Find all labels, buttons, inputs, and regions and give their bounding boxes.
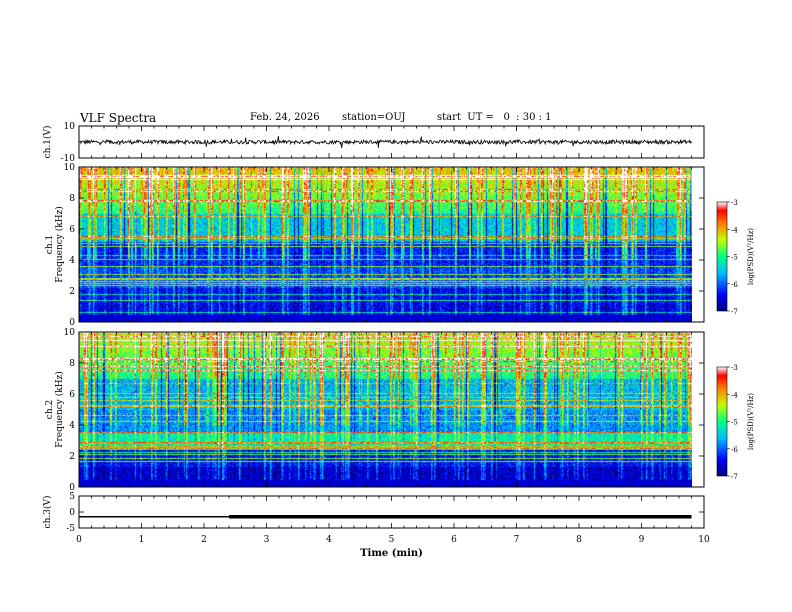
ch1-colorbar-tick-label: -5 (731, 254, 738, 262)
ch2-colorbar-label: log(PSD)(V²/Hz) (747, 393, 755, 450)
ch2-colorbar-tick-label: -6 (731, 446, 738, 454)
x-tick-label: 1 (139, 535, 145, 545)
x-tick-label: 5 (389, 535, 395, 545)
ch1-waveform-ylabel: ch.1(V) (42, 126, 53, 159)
ch1-colorbar-tick-label: -7 (731, 308, 738, 316)
x-tick-label: 6 (451, 535, 457, 545)
ch1-spectrogram-ytick-label: 4 (69, 256, 75, 266)
x-tick-label: 9 (639, 535, 645, 545)
x-tick-label: 8 (576, 535, 582, 545)
ch3-waveform-ytick-label: -5 (66, 524, 75, 534)
ch1-waveform-ytick-label: -10 (61, 154, 76, 164)
ch2-spectrogram-ytick-label: 8 (69, 359, 75, 369)
start-time-label: start UT = 0 : 30 : 1 (437, 112, 552, 123)
ch3-waveform-ytick-label: 5 (69, 492, 75, 502)
ch1-spectrogram-ytick-label: 2 (69, 287, 75, 297)
recording-date: Feb. 24, 2026 (250, 112, 320, 123)
ch1-spectrogram-image (79, 167, 692, 322)
x-tick-label: 7 (514, 535, 520, 545)
x-tick-label: 2 (201, 535, 207, 545)
ch2-spectrogram-image (79, 332, 692, 487)
x-axis-label: Time (min) (360, 548, 423, 559)
ch2-spectrogram-ytick-label: 4 (69, 421, 75, 431)
ch2-spectrogram-ytick-label: 6 (69, 390, 75, 400)
ch1-colorbar-tick-label: -3 (731, 199, 738, 207)
ch1-spectrogram-ytick-label: 0 (69, 318, 75, 328)
ch2-spectrogram-ytick-label: 2 (69, 452, 75, 462)
chart-title: VLF Spectra (80, 111, 157, 125)
ch3-waveform-ytick-label: 0 (69, 508, 75, 518)
ch1-spectrogram-ytick-label: 10 (64, 163, 76, 173)
ch1-colorbar-tick-label: -6 (731, 281, 738, 289)
ch2-colorbar-tick-label: -3 (731, 364, 738, 372)
x-tick-label: 4 (326, 535, 332, 545)
x-tick-label: 10 (698, 535, 710, 545)
ch1-colorbar-tick-label: -4 (731, 226, 738, 234)
ch1-spectrogram-ytick-label: 6 (69, 225, 75, 235)
ch2-spectrogram-ytick-label: 0 (69, 483, 75, 493)
ch1-colorbar-label: log(PSD)(V²/Hz) (747, 228, 755, 285)
ch2-spectrogram-ylabel: ch.2Frequency (kHz) (45, 371, 65, 448)
ch2-colorbar-tick-label: -5 (731, 419, 738, 427)
ch2-colorbar-tick-label: -4 (731, 391, 738, 399)
ch1-trace (78, 136, 692, 149)
ch2-spectrogram-ytick-label: 10 (64, 328, 76, 338)
x-tick-label: 3 (264, 535, 270, 545)
station-label: station=OUJ (342, 112, 406, 123)
x-tick-label: 0 (76, 535, 82, 545)
ch2-colorbar-tick-label: -7 (731, 473, 738, 481)
ch2-colorbar-bar (716, 366, 728, 477)
ch1-spectrogram-ylabel: ch.1Frequency (kHz) (45, 206, 65, 283)
ch1-colorbar-bar (716, 201, 728, 312)
ch3-waveform-ylabel: ch.3(V) (42, 496, 53, 529)
ch1-waveform-ytick-label: 10 (64, 122, 76, 132)
ch1-spectrogram-ytick-label: 8 (69, 194, 75, 204)
